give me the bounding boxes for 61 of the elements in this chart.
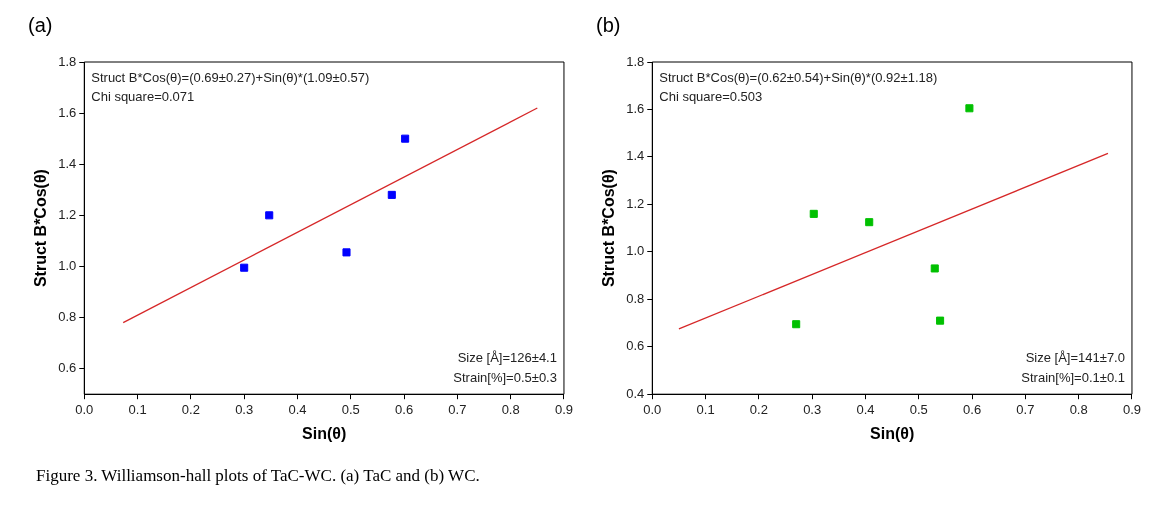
y-tick-label: 0.4	[626, 385, 645, 401]
x-tick-label: 0.3	[235, 401, 254, 417]
x-tick-label: 0.6	[395, 401, 414, 417]
x-axis-title: Sin(θ)	[870, 424, 915, 442]
y-tick-label: 1.2	[626, 195, 645, 211]
point	[809, 209, 818, 218]
chart-title: (a)	[28, 13, 53, 36]
y-axis-title: Struct B*Cos(θ)	[32, 169, 50, 288]
y-tick-label: 1.4	[58, 155, 77, 171]
y-tick-label: 1.6	[58, 104, 77, 120]
x-tick-label: 0.5	[909, 401, 928, 417]
point	[792, 320, 801, 329]
annotation: Chi square=0.071	[91, 89, 195, 104]
caption: Figure 3. Williamson-hall plots of TaC-WC. (a) TaC and (b) WC.	[36, 466, 481, 486]
point	[401, 134, 410, 143]
x-tick-label: 0.1	[128, 401, 147, 417]
y-tick-label: 1.0	[58, 258, 77, 274]
y-tick-label: 1.8	[58, 53, 77, 69]
x-tick-label: 0.4	[288, 401, 307, 417]
annotation: Struct B*Cos(θ)=(0.62±0.54)+Sin(θ)*(0.92±1.18)	[659, 70, 938, 85]
x-tick-label: 0.5	[341, 401, 360, 417]
y-tick-label: 1.4	[626, 148, 645, 164]
y-tick-label: 1.0	[626, 243, 645, 259]
annotation: Strain[%]=0.5±0.3	[453, 370, 557, 386]
point	[265, 211, 274, 220]
x-tick-label: 0.9	[554, 401, 573, 417]
x-tick-label: 0.3	[803, 401, 822, 417]
x-tick-label: 0.4	[856, 401, 875, 417]
x-tick-label: 0.2	[749, 401, 768, 417]
point	[930, 264, 939, 273]
annotation: Size [Å]=141±7.0	[1025, 350, 1125, 366]
y-tick-label: 0.8	[58, 309, 77, 325]
point	[936, 316, 945, 325]
x-tick-label: 0.7	[1016, 401, 1035, 417]
y-tick-label: 1.2	[58, 206, 77, 222]
y-tick-label: 0.8	[626, 290, 645, 306]
x-tick-label: 0.1	[696, 401, 715, 417]
annotation: Strain[%]=0.1±0.1	[1021, 370, 1125, 386]
point	[865, 218, 874, 227]
point	[342, 248, 351, 257]
annotation: Size [Å]=126±4.1	[457, 350, 557, 366]
x-tick-label: 0.8	[501, 401, 520, 417]
point	[387, 190, 396, 199]
point	[965, 104, 974, 113]
point	[240, 263, 249, 272]
x-tick-label: 0.0	[75, 401, 94, 417]
y-tick-label: 0.6	[58, 360, 77, 376]
x-tick-label: 0.9	[1122, 401, 1141, 417]
annotation: Struct B*Cos(θ)=(0.69±0.27)+Sin(θ)*(1.09±0.57)	[91, 70, 370, 85]
x-tick-label: 0.6	[963, 401, 982, 417]
y-axis-title: Struct B*Cos(θ)	[600, 169, 618, 288]
x-tick-label: 0.0	[643, 401, 662, 417]
x-tick-label: 0.7	[448, 401, 467, 417]
x-axis-title: Sin(θ)	[302, 424, 347, 442]
y-tick-label: 0.6	[626, 338, 645, 354]
y-tick-label: 1.8	[626, 53, 645, 69]
chart-title: (b)	[596, 13, 621, 36]
y-tick-label: 1.6	[626, 101, 645, 117]
x-tick-label: 0.2	[181, 401, 200, 417]
annotation: Chi square=0.503	[659, 89, 763, 104]
x-tick-label: 0.8	[1069, 401, 1088, 417]
